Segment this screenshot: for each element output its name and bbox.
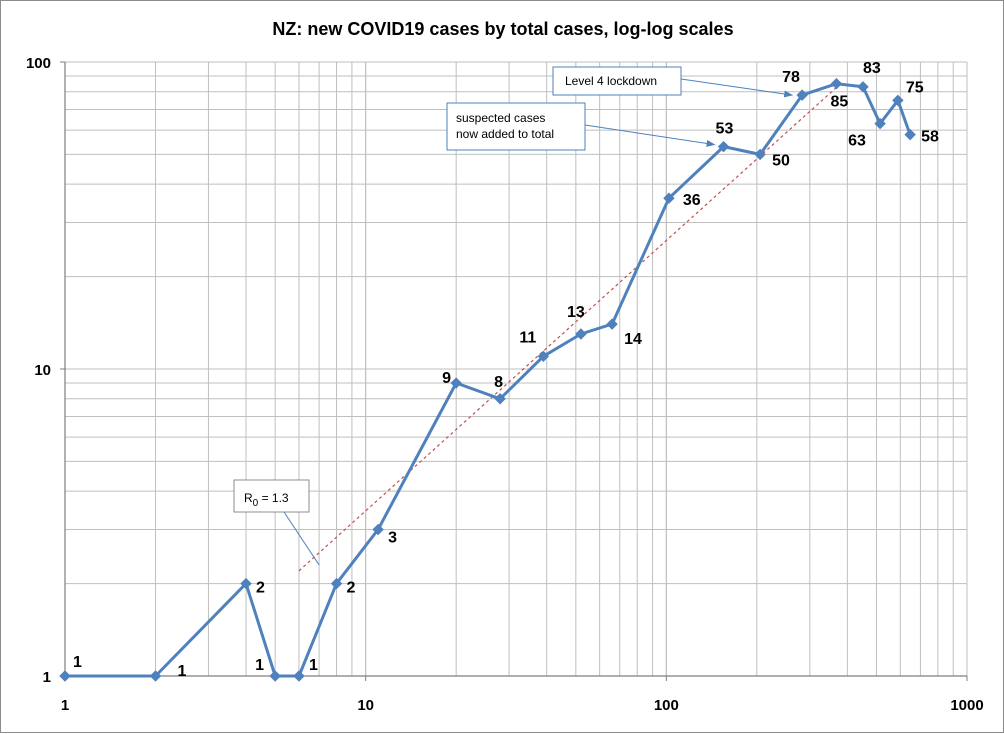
data-label: 83 (863, 60, 881, 77)
data-label: 63 (848, 133, 866, 150)
y-tick-label: 100 (26, 55, 51, 72)
data-label: 1 (178, 663, 187, 680)
data-point (606, 318, 618, 330)
data-label: 9 (442, 370, 451, 387)
data-point (240, 577, 252, 590)
suspected-callout-text: now added to total (456, 127, 554, 141)
data-point (59, 670, 71, 682)
data-point (372, 523, 384, 536)
grid (64, 61, 968, 677)
callouts: R0 = 1.3 suspected cases now added to tota… (233, 66, 794, 566)
data-point (874, 117, 886, 130)
r0-callout-text: R0 = 1.3 (244, 491, 289, 509)
series-line (65, 82, 912, 678)
tick-labels: 1 10 100 1000 1 10 100 (26, 55, 984, 714)
data-label: 2 (256, 580, 265, 597)
y-tick-label: 1 (43, 669, 51, 686)
data-point (796, 89, 808, 101)
lockdown-callout-box (552, 66, 682, 96)
lockdown-callout-text: Level 4 lockdown (565, 74, 657, 88)
lockdown-callout-arrow (680, 78, 794, 98)
data-point (830, 77, 843, 90)
data-label: 13 (567, 304, 585, 321)
x-tick-label: 10 (357, 697, 374, 714)
data-point (857, 81, 869, 93)
data-label: 58 (921, 129, 939, 146)
data-label: 1 (255, 657, 264, 674)
series-group (59, 77, 916, 682)
data-point (330, 577, 343, 590)
suspected-callout-text: suspected cases (456, 111, 545, 125)
data-point (149, 670, 162, 682)
x-tick-label: 1000 (950, 697, 983, 714)
y-tick-label: 10 (34, 362, 51, 379)
data-label: 1 (73, 654, 82, 671)
data-label: 8 (494, 374, 503, 391)
r0-callout-pointer (283, 511, 320, 566)
data-point (450, 377, 462, 389)
data-point (717, 140, 730, 153)
trendline-group (298, 83, 842, 572)
data-label: 75 (906, 79, 924, 96)
data-label: 53 (716, 121, 734, 138)
data-point (494, 393, 506, 405)
data-label: 11 (519, 329, 536, 346)
data-label: 36 (683, 192, 701, 209)
data-label: 85 (830, 94, 848, 111)
x-tick-label: 100 (654, 697, 679, 714)
data-point (537, 350, 550, 362)
data-label: 14 (624, 331, 642, 348)
data-point (754, 148, 766, 161)
data-label: 1 (309, 657, 318, 674)
data-label: 2 (347, 580, 356, 597)
data-label: 50 (772, 152, 790, 169)
data-point (663, 192, 675, 204)
r0-callout-box (233, 479, 310, 513)
data-point (293, 670, 305, 682)
suspected-callout-box (446, 102, 586, 151)
chart-title: NZ: new COVID19 cases by total cases, lo… (272, 19, 733, 39)
x-tick-label: 1 (61, 697, 69, 714)
data-label: 3 (388, 530, 397, 547)
data-point (575, 328, 587, 340)
trendline (298, 83, 842, 572)
suspected-callout-arrow (584, 124, 716, 147)
data-point (892, 94, 904, 107)
data-point (904, 128, 916, 141)
data-point (269, 670, 281, 682)
data-label: 78 (782, 69, 800, 86)
